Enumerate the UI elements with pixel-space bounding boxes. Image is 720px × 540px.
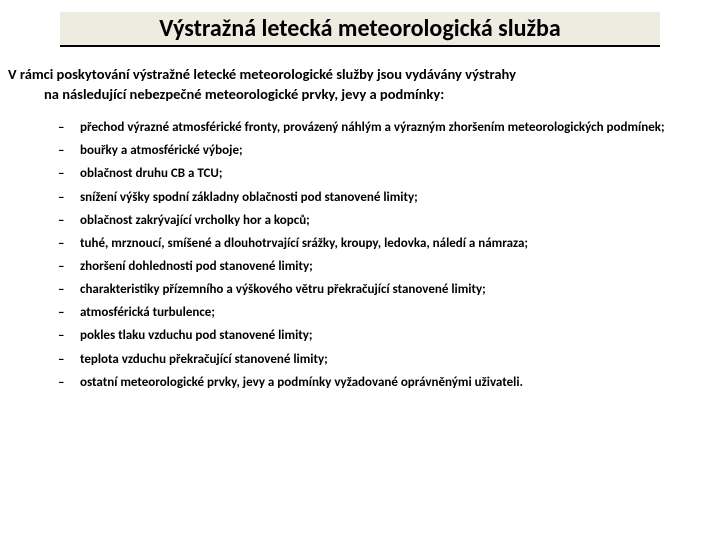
dash-icon: – <box>58 326 80 346</box>
dash-icon: – <box>58 303 80 323</box>
list-item-text: přechod výrazné atmosférické fronty, pro… <box>80 118 700 138</box>
list-item: – bouřky a atmosférické výboje; <box>58 141 700 164</box>
list-item: – teplota vzduchu překračující stanovené… <box>58 350 700 373</box>
list-item: – oblačnost druhu CB a TCU; <box>58 164 700 187</box>
intro-paragraph: V rámci poskytování výstražné letecké me… <box>0 47 720 104</box>
list-item: – zhoršení dohlednosti pod stanovené lim… <box>58 257 700 280</box>
list-item: – charakteristiky přízemního a výškového… <box>58 280 700 303</box>
dash-icon: – <box>58 280 80 300</box>
list-item-text: bouřky a atmosférické výboje; <box>80 141 700 161</box>
intro-line-2: na následující nebezpečné meteorologické… <box>8 85 700 105</box>
list-item-text: teplota vzduchu překračující stanovené l… <box>80 350 700 370</box>
list-item: – pokles tlaku vzduchu pod stanovené lim… <box>58 326 700 349</box>
list-item-text: oblačnost zakrývající vrcholky hor a kop… <box>80 211 700 231</box>
list-item: – snížení výšky spodní základny oblačnos… <box>58 188 700 211</box>
dash-icon: – <box>58 164 80 184</box>
dash-icon: – <box>58 118 80 138</box>
dash-icon: – <box>58 257 80 277</box>
list-item: – přechod výrazné atmosférické fronty, p… <box>58 118 700 141</box>
list-item: – tuhé, mrznoucí, smíšené a dlouhotrvají… <box>58 234 700 257</box>
list-item-text: charakteristiky přízemního a výškového v… <box>80 280 700 300</box>
list-item-text: ostatní meteorologické prvky, jevy a pod… <box>80 373 700 393</box>
list-item: – atmosférická turbulence; <box>58 303 700 326</box>
list-item: – oblačnost zakrývající vrcholky hor a k… <box>58 211 700 234</box>
list-item-text: pokles tlaku vzduchu pod stanovené limit… <box>80 326 700 346</box>
list-item: – ostatní meteorologické prvky, jevy a p… <box>58 373 700 396</box>
list-item-text: snížení výšky spodní základny oblačnosti… <box>80 188 700 208</box>
list-item-text: tuhé, mrznoucí, smíšené a dlouhotrvající… <box>80 234 700 254</box>
dash-icon: – <box>58 188 80 208</box>
dash-icon: – <box>58 211 80 231</box>
dash-icon: – <box>58 350 80 370</box>
page-title: Výstražná letecká meteorologická služba <box>60 12 660 47</box>
intro-line-1: V rámci poskytování výstražné letecké me… <box>8 65 700 85</box>
warning-list: – přechod výrazné atmosférické fronty, p… <box>0 104 720 396</box>
dash-icon: – <box>58 141 80 161</box>
list-item-text: zhoršení dohlednosti pod stanovené limit… <box>80 257 700 277</box>
dash-icon: – <box>58 373 80 393</box>
list-item-text: atmosférická turbulence; <box>80 303 700 323</box>
dash-icon: – <box>58 234 80 254</box>
list-item-text: oblačnost druhu CB a TCU; <box>80 164 700 184</box>
